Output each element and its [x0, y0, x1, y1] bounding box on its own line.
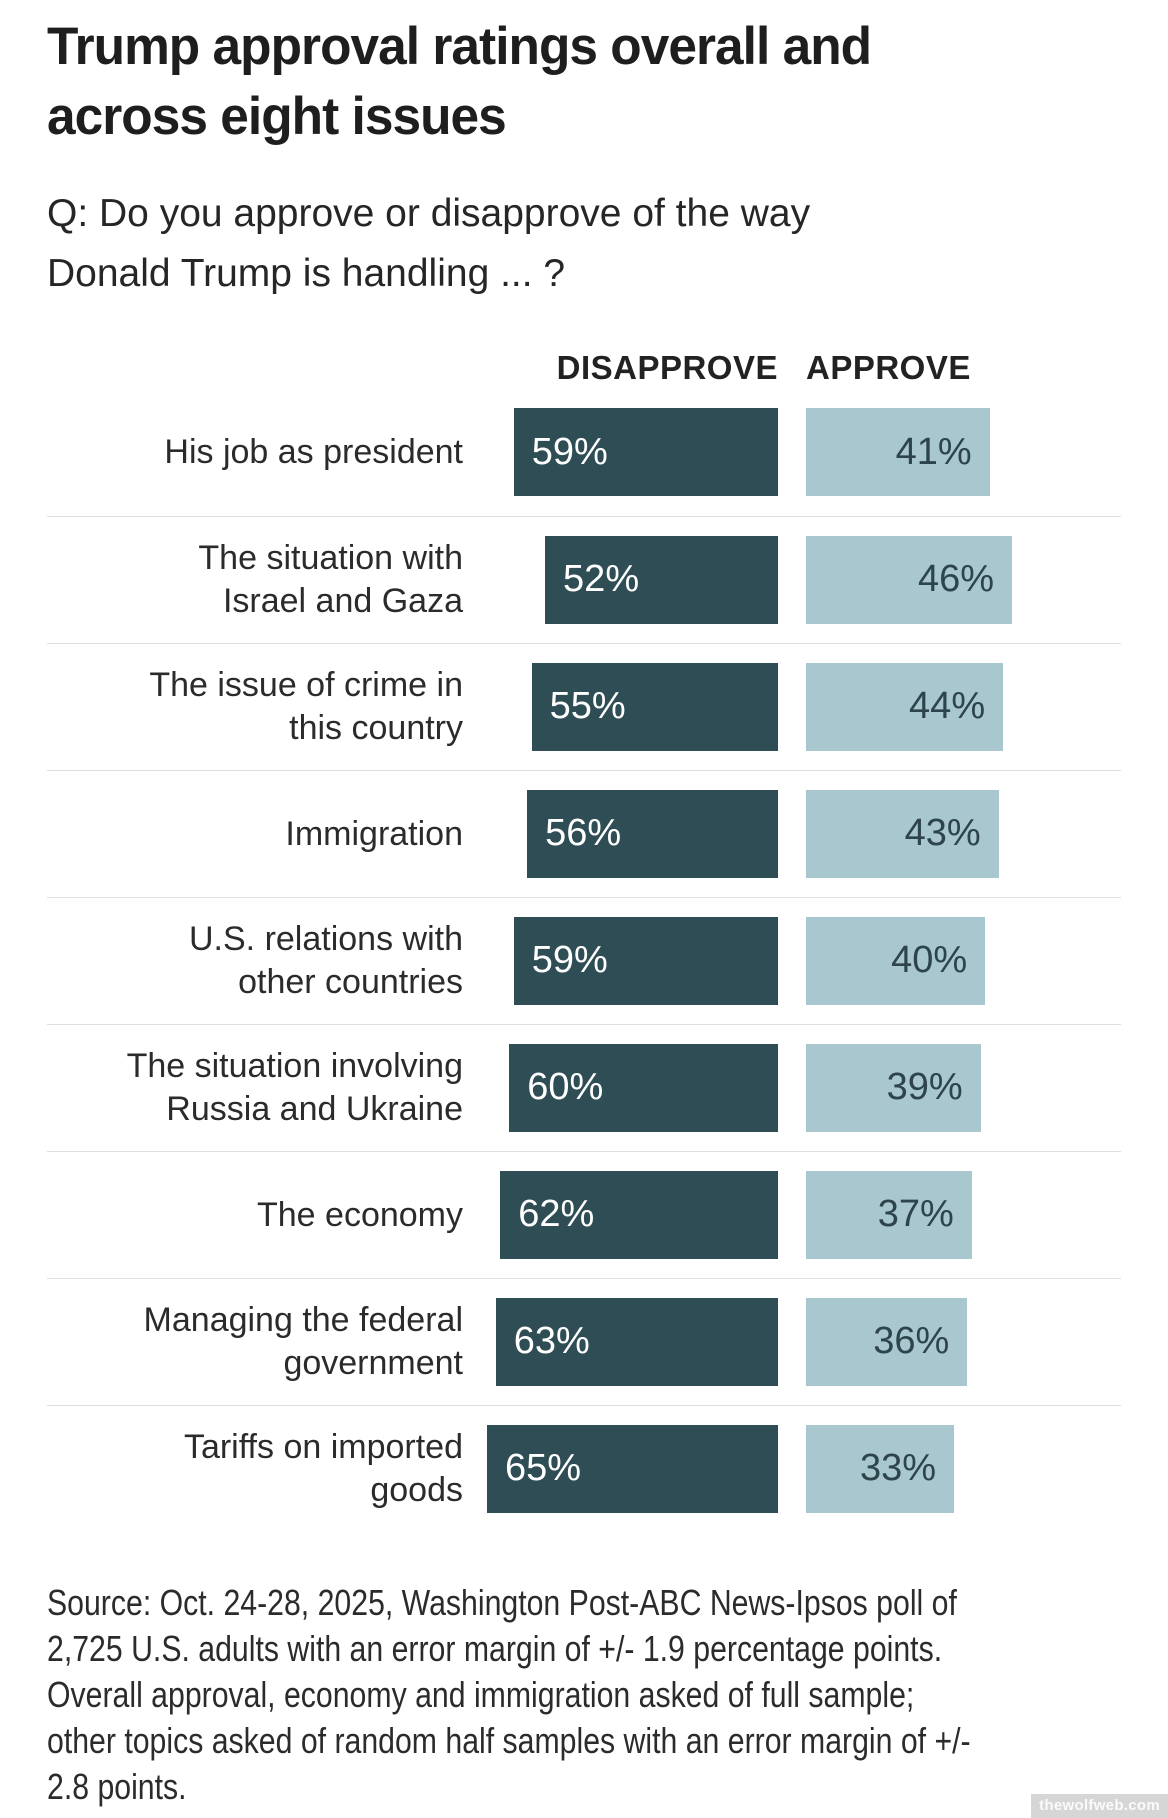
disapprove-value: 63% — [513, 1320, 590, 1363]
approve-bar: 33% — [806, 1424, 955, 1513]
approve-value: 44% — [909, 685, 986, 728]
chart-question: Q: Do you approve or disapprove of the w… — [47, 184, 1121, 305]
approve-bar-zone: 43% — [806, 789, 1121, 878]
column-header-approve: APPROVE — [806, 348, 971, 386]
approve-bar: 40% — [806, 916, 986, 1005]
row-label: U.S. relations with other countries — [189, 920, 463, 1001]
row-label: His job as president — [164, 433, 463, 472]
approve-bar: 44% — [806, 662, 1004, 751]
approve-value: 33% — [859, 1447, 937, 1490]
chart-title: Trump approval ratings overall and across… — [47, 12, 1089, 152]
chart-row: Tariffs on imported goods 65% 33% — [47, 1404, 1121, 1532]
chart-question-line-1: Q: Do you approve or disapprove of the w… — [47, 191, 811, 235]
approve-value: 40% — [891, 939, 968, 982]
approve-bar-zone: 46% — [806, 535, 1121, 624]
disapprove-bar: 59% — [513, 408, 778, 497]
disapprove-bar: 52% — [545, 535, 778, 624]
disapprove-bar-zone: 59% — [487, 916, 778, 1005]
disapprove-value: 55% — [549, 685, 626, 728]
approve-value: 46% — [918, 558, 995, 601]
row-label: The situation with Israel and Gaza — [198, 539, 463, 620]
approve-bar: 39% — [806, 1043, 981, 1132]
row-label: Tariffs on imported goods — [183, 1428, 463, 1509]
disapprove-bar: 56% — [527, 789, 778, 878]
source-note-line: Overall approval, economy and immigratio… — [47, 1673, 915, 1715]
approve-bar: 37% — [806, 1170, 972, 1259]
chart-rows: His job as president 59% 41% The situati… — [47, 389, 1121, 1532]
disapprove-value: 52% — [563, 558, 640, 601]
row-label: The situation involving Russia and Ukrain… — [126, 1047, 463, 1128]
column-header-disapprove: DISAPPROVE — [556, 348, 778, 386]
disapprove-bar: 60% — [509, 1043, 778, 1132]
row-label: Managing the federal government — [143, 1301, 463, 1382]
chart-row: The situation involving Russia and Ukrain… — [47, 1023, 1121, 1151]
disapprove-bar-zone: 52% — [487, 535, 778, 624]
chart-row: Managing the federal government 63% 36% — [47, 1277, 1121, 1405]
disapprove-bar-zone: 62% — [487, 1170, 778, 1259]
source-note-line: Source: Oct. 24-28, 2025, Washington Pos… — [47, 1581, 957, 1623]
row-label: Immigration — [285, 814, 463, 853]
approve-bar: 43% — [806, 789, 999, 878]
approve-value: 37% — [877, 1193, 954, 1236]
disapprove-bar: 63% — [495, 1297, 778, 1386]
chart-row: The situation with Israel and Gaza 52% 46… — [47, 515, 1121, 643]
approve-bar-zone: 40% — [806, 916, 1121, 1005]
disapprove-value: 65% — [505, 1447, 582, 1490]
approve-bar-zone: 41% — [806, 408, 1121, 497]
approve-bar-zone: 36% — [806, 1297, 1121, 1386]
approve-bar: 46% — [806, 535, 1013, 624]
disapprove-value: 60% — [527, 1066, 604, 1109]
approve-bar-zone: 39% — [806, 1043, 1121, 1132]
disapprove-bar: 62% — [500, 1170, 778, 1259]
disapprove-value: 59% — [531, 430, 608, 473]
disapprove-bar: 65% — [487, 1424, 779, 1513]
approve-value: 43% — [904, 812, 981, 855]
source-note-line: 2.8 points. — [47, 1766, 187, 1808]
disapprove-value: 59% — [531, 939, 608, 982]
chart-title-line-1: Trump approval ratings overall and — [47, 17, 872, 76]
chart-row: Immigration 56% 43% — [47, 769, 1121, 897]
approve-bar-zone: 33% — [806, 1424, 1121, 1513]
source-note: Source: Oct. 24-28, 2025, Washington Pos… — [47, 1580, 1122, 1810]
disapprove-bar-zone: 60% — [487, 1043, 778, 1132]
approve-bar-zone: 44% — [806, 662, 1121, 751]
watermark: thewolfweb.com — [1031, 1794, 1168, 1818]
approve-value: 41% — [895, 430, 972, 473]
approve-bar-zone: 37% — [806, 1170, 1121, 1259]
disapprove-bar-zone: 56% — [487, 789, 778, 878]
source-note-line: 2,725 U.S. adults with an error margin o… — [47, 1627, 943, 1669]
disapprove-bar: 55% — [531, 662, 778, 751]
approve-value: 36% — [873, 1320, 950, 1363]
row-label: The issue of crime in this country — [149, 666, 463, 747]
chart-question-line-2: Donald Trump is handling ... ? — [47, 252, 566, 296]
chart-title-line-2: across eight issues — [47, 86, 507, 146]
approve-bar: 41% — [806, 408, 990, 497]
chart-row: The economy 62% 37% — [47, 1150, 1121, 1278]
row-label: The economy — [257, 1195, 463, 1234]
chart-row: The issue of crime in this country 55% 44… — [47, 642, 1121, 770]
disapprove-bar: 59% — [513, 916, 778, 1005]
disapprove-value: 56% — [545, 812, 622, 855]
chart-row: U.S. relations with other countries 59% 4… — [47, 896, 1121, 1024]
disapprove-bar-zone: 63% — [487, 1297, 778, 1386]
approve-value: 39% — [886, 1066, 963, 1109]
approve-bar: 36% — [806, 1297, 968, 1386]
column-headers: DISAPPROVE APPROVE — [47, 349, 1121, 387]
source-note-line: other topics asked of random half sample… — [47, 1720, 971, 1762]
disapprove-bar-zone: 65% — [487, 1424, 779, 1513]
disapprove-bar-zone: 59% — [487, 408, 778, 497]
disapprove-bar-zone: 55% — [487, 662, 778, 751]
disapprove-value: 62% — [518, 1193, 595, 1236]
chart-row: His job as president 59% 41% — [47, 389, 1121, 516]
